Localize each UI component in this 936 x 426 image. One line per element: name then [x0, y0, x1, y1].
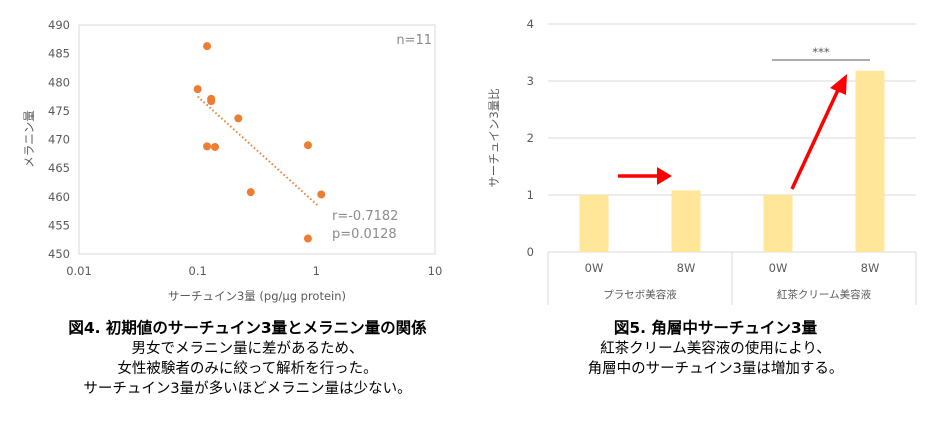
scatter-y-tick-label: 490: [48, 18, 70, 32]
scatter-point: [211, 142, 220, 151]
bar-x-tick-label: 8W: [861, 261, 880, 275]
scatter-point: [246, 188, 255, 197]
scatter-y-tick-label: 475: [48, 104, 70, 118]
scatter-point: [193, 85, 202, 94]
scatter-x-tick-label: 0.01: [66, 264, 92, 278]
scatter-y-tick-label: 470: [48, 133, 70, 147]
caption-left-line: サーチュイン3量が多いほどメラニン量は少ない。: [83, 381, 412, 397]
scatter-point: [203, 142, 212, 151]
bar-y-tick-label: 1: [527, 188, 534, 202]
bar: [579, 195, 609, 252]
scatter-point: [203, 42, 212, 51]
scatter-point: [207, 97, 216, 106]
scatter-y-axis-title: メラニン量: [22, 110, 36, 168]
caption-left: 図4. 初期値のサーチュイン3量とメラニン量の関係 男女でメラニン量に差があるた…: [0, 318, 495, 399]
scatter-y-tick-label: 450: [48, 247, 70, 261]
scatter-point: [303, 234, 312, 243]
arrow-tea-cream-head: [830, 74, 847, 95]
bar-group-label-tea-cream: 紅茶クリーム美容液: [777, 288, 872, 301]
scatter-point: [234, 114, 243, 123]
bar-x-tick-label: 0W: [585, 261, 604, 275]
caption-right-title: 図5. 角層中サーチュイン3量: [613, 319, 818, 337]
scatter-y-tick-label: 485: [48, 47, 70, 61]
bar-x-tick-label: 8W: [677, 261, 696, 275]
scatter-r-label: r=-0.7182: [332, 209, 398, 224]
bar-chart: サーチュイン3量比 0 1 2 3 4 0W 8W 0W 8W プラセボ美容液 紅茶クリーム美…: [487, 17, 917, 305]
bar-y-tick-label: 3: [527, 74, 534, 88]
scatter-y-tick-label: 465: [48, 161, 70, 175]
bar-y-tick-label: 0: [527, 245, 534, 259]
scatter-chart: n=11 r=-0.7182 p=0.0128 サーチュイン3量 (pg/µg …: [22, 18, 442, 303]
caption-left-line: 男女でメラニン量に差があるため、: [131, 341, 364, 357]
scatter-y-tick-label: 455: [48, 218, 70, 232]
bar-x-tick-label: 0W: [769, 261, 788, 275]
bar-group-label-placebo: プラセボ美容液: [603, 288, 677, 301]
bar-y-tick-label: 4: [527, 17, 534, 31]
arrow-placebo-head: [657, 167, 672, 185]
scatter-point: [317, 190, 326, 199]
caption-right-line: 紅茶クリーム美容液の使用により、: [600, 341, 831, 357]
bar: [855, 70, 885, 253]
scatter-point: [303, 141, 312, 150]
scatter-x-axis-title: サーチュイン3量 (pg/µg protein): [168, 289, 346, 303]
caption-left-title: 図4. 初期値のサーチュイン3量とメラニン量の関係: [68, 319, 427, 337]
caption-right: 図5. 角層中サーチュイン3量 紅茶クリーム美容液の使用により、 角層中のサーチ…: [495, 318, 936, 379]
bar: [671, 190, 701, 252]
scatter-n-label: n=11: [396, 33, 432, 48]
scatter-x-tick-label: 10: [428, 264, 443, 278]
scatter-trendline: [196, 95, 320, 208]
scatter-y-tick-label: 460: [48, 190, 70, 204]
bar-y-tick-label: 2: [527, 131, 534, 145]
scatter-x-tick-label: 1: [313, 264, 320, 278]
caption-right-line: 角層中のサーチュイン3量は増加する。: [587, 361, 844, 377]
scatter-p-label: p=0.0128: [332, 227, 397, 242]
significance-label: ***: [812, 45, 830, 59]
bar: [763, 195, 793, 252]
scatter-x-tick-label: 0.1: [189, 264, 207, 278]
caption-left-line: 女性被験者のみに絞って解析を行った。: [117, 361, 378, 377]
scatter-plot-frame: [78, 24, 436, 255]
scatter-y-tick-label: 480: [48, 75, 70, 89]
arrow-tea-cream: [790, 89, 840, 190]
bar-y-axis-title: サーチュイン3量比: [487, 88, 501, 187]
